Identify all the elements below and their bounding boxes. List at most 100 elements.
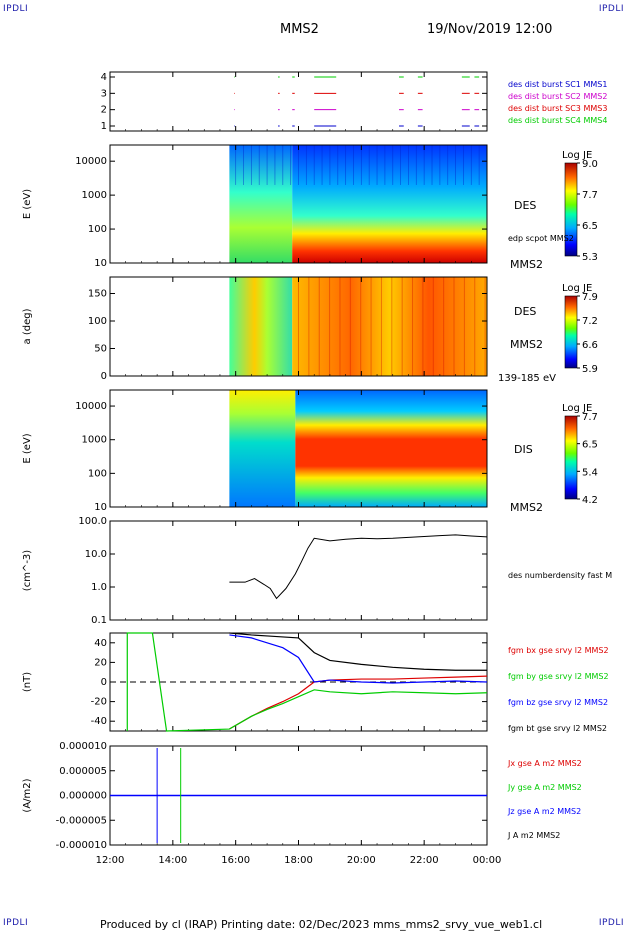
pitch-angle-colorbar-title: Log JE — [562, 283, 592, 294]
magnetic-field-y-tick-label: 0 — [101, 677, 107, 688]
magnetic-field-y-tick-label: 40 — [94, 638, 107, 649]
density-y-tick-label: 100.0 — [78, 516, 107, 527]
pitch-angle-y-tick-label: 0 — [101, 371, 107, 382]
dis-energy-colorbar-tick-label: 5.4 — [582, 467, 598, 478]
density-y-tick-label: 10.0 — [85, 549, 107, 560]
des-energy-spacecraft-label: MMS2 — [510, 258, 543, 271]
burst-y-tick-label: 1 — [101, 121, 107, 132]
density-y-tick-label: 0.1 — [91, 615, 107, 626]
dis-energy-y-tick-label: 100 — [88, 468, 107, 479]
magnetic-field-legend-label: fgm bt gse srvy l2 MMS2 — [508, 724, 607, 733]
dis-energy-spacecraft-label: MMS2 — [510, 501, 543, 514]
spacecraft-title: MMS2 — [280, 22, 319, 37]
pitch-angle-colorbar-tick-label: 6.6 — [582, 340, 598, 351]
time-axis-tick-label: 14:00 — [158, 855, 187, 866]
current-density-legend-label: Jx gse A m2 MMS2 — [507, 759, 582, 768]
current-density-legend-label: Jz gse A m2 MMS2 — [507, 807, 581, 816]
density-y-tick-label: 1.0 — [91, 582, 107, 593]
des-energy-colorbar — [564, 162, 578, 257]
des-energy-overlay-label: edp scpot MMS2 — [508, 234, 574, 243]
dis-energy-colorbar-title: Log JE — [562, 403, 592, 414]
pitch-angle-colorbar-tick-label: 5.9 — [582, 364, 598, 375]
pitch-angle-y-tick-label: 50 — [94, 344, 107, 355]
pitch-angle-sheath-region — [292, 277, 487, 376]
footer-credit: Produced by cl (IRAP) Printing date: 02/… — [100, 918, 543, 931]
time-axis-tick-label: 18:00 — [284, 855, 313, 866]
dis-energy-colorbar-tick-label: 4.2 — [582, 495, 598, 506]
burst-legend-label: des dist burst SC2 MMS2 — [508, 92, 607, 101]
dis-energy-y-label: E (eV) — [22, 433, 33, 463]
pitch-angle-colorbar — [564, 295, 578, 369]
des-energy-y-tick-label: 10 — [94, 258, 107, 269]
magnetic-field-y-label: (nT) — [22, 672, 33, 692]
dis-energy-early-region — [229, 390, 296, 507]
des-energy-colorbar-title: Log JE — [562, 150, 592, 161]
pitch-angle-y-label: a (deg) — [22, 308, 33, 344]
magnetic-field-legend-label: fgm by gse srvy l2 MMS2 — [508, 672, 609, 681]
corner-mark-bottom-right: IPDLI — [598, 918, 624, 928]
burst-y-tick-label: 3 — [101, 88, 107, 99]
corner-mark-bottom-left: IPDLI — [3, 918, 29, 928]
dis-energy-colorbar-tick-label: 6.5 — [582, 440, 598, 451]
corner-mark-top-right: IPDLI — [598, 4, 624, 14]
pitch-angle-y-tick-label: 150 — [88, 289, 107, 300]
time-axis-tick-label: 12:00 — [96, 855, 125, 866]
magnetic-field-legend-label: fgm bx gse srvy l2 MMS2 — [508, 646, 609, 655]
des-energy-y-tick-label: 10000 — [75, 156, 107, 167]
dis-energy-y-tick-label: 10 — [94, 502, 107, 513]
current-density-y-tick-label: 0.000005 — [59, 766, 107, 777]
density-series-line — [229, 534, 488, 600]
current-density-y-tick-label: 0.000000 — [59, 791, 107, 802]
dis-energy-y-tick-label: 10000 — [75, 401, 107, 412]
time-axis-tick-label: 20:00 — [347, 855, 376, 866]
corner-mark-top-left: IPDLI — [3, 4, 29, 14]
time-axis-tick-label: 22:00 — [410, 855, 439, 866]
pitch-angle-colorbar-tick-label: 7.9 — [582, 292, 598, 303]
pitch-angle-energy-range-label: 139-185 eV — [498, 373, 556, 384]
density-series-label: des numberdensity fast M — [508, 571, 612, 580]
burst-y-tick-label: 4 — [101, 72, 107, 83]
current-density-y-tick-label: -0.000010 — [56, 840, 107, 851]
pitch-angle-instrument-label: DES — [514, 305, 536, 318]
magnetic-field-series-line — [229, 634, 488, 684]
magnetic-field-series-line — [229, 632, 487, 671]
des-energy-y-label: E (eV) — [22, 189, 33, 219]
time-axis-tick-label: 16:00 — [221, 855, 250, 866]
dis-energy-colorbar — [564, 415, 578, 500]
dis-energy-instrument-label: DIS — [514, 443, 533, 456]
des-energy-sheath-region — [292, 145, 487, 263]
burst-y-tick-label: 2 — [101, 105, 107, 116]
current-density-y-label: (A/m2) — [22, 778, 33, 812]
current-density-y-tick-label: -0.000005 — [56, 815, 107, 826]
des-energy-y-tick-label: 1000 — [82, 190, 107, 201]
current-density-legend-label: Jy gse A m2 MMS2 — [507, 783, 582, 792]
des-energy-colorbar-tick-label: 5.3 — [582, 252, 598, 263]
magnetic-field-y-tick-label: -20 — [91, 697, 107, 708]
des-energy-colorbar-tick-label: 6.5 — [582, 221, 598, 232]
magnetic-field-y-tick-label: 20 — [94, 657, 107, 668]
des-energy-colorbar-tick-label: 9.0 — [582, 159, 598, 170]
magnetic-field-y-tick-label: -40 — [91, 716, 107, 727]
magnetic-field-legend-label: fgm bz gse srvy l2 MMS2 — [508, 698, 608, 707]
magnetic-field-series-line — [229, 675, 488, 730]
current-density-y-tick-label: 0.000010 — [59, 741, 107, 752]
density-y-label: (cm^-3) — [22, 550, 33, 591]
burst-panel-frame — [109, 71, 488, 132]
des-energy-y-tick-label: 100 — [88, 224, 107, 235]
dis-energy-colorbar-tick-label: 7.7 — [582, 412, 598, 423]
current-density-legend-label: J A m2 MMS2 — [507, 831, 560, 840]
pitch-angle-colorbar-tick-label: 7.2 — [582, 316, 598, 327]
des-energy-early-region — [229, 145, 293, 263]
burst-legend-label: des dist burst SC4 MMS4 — [508, 116, 607, 125]
date-title: 19/Nov/2019 12:00 — [427, 22, 553, 37]
burst-legend-label: des dist burst SC3 MMS3 — [508, 104, 607, 113]
dis-energy-y-tick-label: 1000 — [82, 435, 107, 446]
time-axis-tick-label: 00:00 — [473, 855, 502, 866]
des-energy-instrument-label: DES — [514, 199, 536, 212]
dis-energy-sheath-region — [295, 390, 487, 507]
pitch-angle-early-region — [229, 277, 293, 376]
magnetic-field-series-line — [126, 632, 488, 732]
burst-legend-label: des dist burst SC1 MMS1 — [508, 80, 607, 89]
pitch-angle-y-tick-label: 100 — [88, 316, 107, 327]
